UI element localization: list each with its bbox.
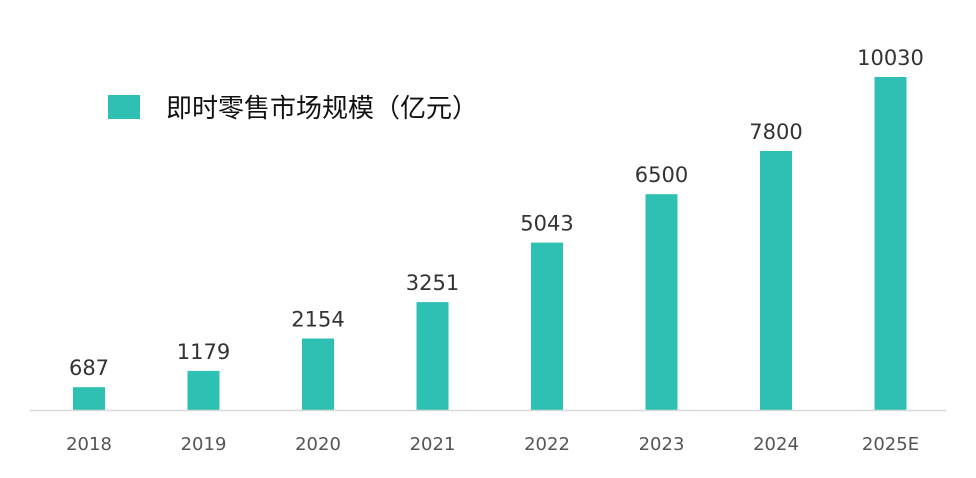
x-tick-2021: 2021 xyxy=(410,434,456,455)
value-labels-group: 687 1179 2154 3251 5043 6500 7800 10030 xyxy=(69,46,924,380)
bar-2020 xyxy=(302,338,334,410)
data-label-2024: 7800 xyxy=(749,120,802,144)
x-tick-labels-group: 2018 2019 2020 2021 2022 2023 2024 2025E xyxy=(66,434,919,455)
x-tick-2020: 2020 xyxy=(295,434,341,455)
legend-swatch xyxy=(108,94,140,119)
bar-2021 xyxy=(416,302,449,410)
bars-group xyxy=(73,77,907,410)
x-tick-2024: 2024 xyxy=(753,434,799,455)
legend: 即时零售市场规模（亿元） xyxy=(108,88,478,125)
data-label-2022: 5043 xyxy=(520,212,573,236)
data-label-2019: 1179 xyxy=(177,340,230,364)
bar-2023 xyxy=(645,194,678,410)
bar-2024 xyxy=(760,151,792,410)
data-label-2018: 687 xyxy=(69,356,109,380)
bar-2025E xyxy=(874,77,907,410)
data-label-2021: 3251 xyxy=(406,271,459,295)
legend-label: 即时零售市场规模（亿元） xyxy=(166,94,479,124)
x-tick-2018: 2018 xyxy=(66,434,112,455)
data-label-2020: 2154 xyxy=(291,308,344,332)
bar-2018 xyxy=(73,387,105,410)
bar-2022 xyxy=(531,242,563,410)
x-tick-2023: 2023 xyxy=(639,434,685,455)
bar-2019 xyxy=(187,370,220,410)
x-tick-2019: 2019 xyxy=(181,434,227,455)
x-tick-2025E: 2025E xyxy=(862,434,919,455)
data-label-2025E: 10030 xyxy=(857,46,924,70)
x-tick-2022: 2022 xyxy=(524,434,570,455)
data-label-2023: 6500 xyxy=(635,163,688,187)
